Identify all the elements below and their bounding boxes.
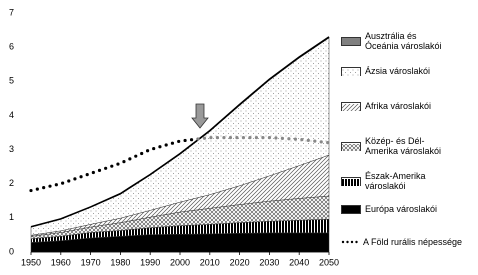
y-tick-label: 5 bbox=[9, 76, 14, 86]
x-tick-label: 2020 bbox=[230, 257, 250, 267]
x-tick-label: 1990 bbox=[140, 257, 160, 267]
legend-swatch bbox=[341, 240, 359, 244]
legend-label: Ázsia városlakói bbox=[365, 66, 431, 76]
legend-item: Közép- és Dél-Amerika városlakói bbox=[341, 136, 476, 156]
legend-item: Ausztrália és Óceánia városlakói bbox=[341, 31, 476, 51]
total-line bbox=[30, 36, 330, 228]
legend-swatch bbox=[341, 176, 361, 186]
legend-label: A Föld rurális népessége bbox=[363, 237, 463, 247]
legend-label: Európa városlakói bbox=[365, 204, 438, 214]
y-tick-label: 3 bbox=[9, 144, 14, 154]
plot: 0 1 2 3 4 5 6 7 1950 1960 1970 1980 1990 2000 2010 2020… bbox=[9, 7, 339, 267]
y-tick-label: 1 bbox=[9, 212, 14, 222]
legend-item: Európa városlakói bbox=[341, 204, 476, 214]
legend-label: Közép- és Dél-Amerika városlakói bbox=[365, 136, 442, 156]
x-tick-label: 1950 bbox=[21, 257, 41, 267]
y-tick-label: 6 bbox=[9, 42, 14, 52]
y-tick-label: 4 bbox=[9, 110, 14, 120]
x-tick-label: 2040 bbox=[289, 257, 309, 267]
y-tick-label: 0 bbox=[9, 246, 14, 256]
y-tick-label: 7 bbox=[9, 7, 14, 17]
legend-label: Ausztrália és Óceánia városlakói bbox=[365, 31, 442, 51]
rural-line bbox=[29, 136, 331, 193]
legend-swatch bbox=[341, 204, 361, 214]
x-tick-label: 1970 bbox=[81, 257, 101, 267]
x-tick-label: 1980 bbox=[110, 257, 130, 267]
legend-item: Ázsia városlakói bbox=[341, 66, 476, 76]
y-tick-label: 2 bbox=[9, 178, 14, 188]
legend-swatch bbox=[341, 66, 361, 76]
x-tick-label: 2010 bbox=[200, 257, 220, 267]
legend-label: Észak-Amerika városlakói bbox=[365, 171, 426, 191]
legend-item: Afrika városlakói bbox=[341, 101, 476, 111]
x-tick-label: 2030 bbox=[259, 257, 279, 267]
legend-label: Afrika városlakói bbox=[365, 101, 432, 111]
x-tick-label: 2000 bbox=[170, 257, 190, 267]
legend-swatch bbox=[341, 36, 361, 46]
legend-item: A Föld rurális népessége bbox=[341, 237, 476, 247]
legend-swatch bbox=[341, 101, 361, 111]
x-tick-label: 2050 bbox=[319, 257, 339, 267]
arrow bbox=[191, 103, 209, 129]
legend-swatch bbox=[341, 141, 361, 151]
x-tick-label: 1960 bbox=[51, 257, 71, 267]
legend-item: Észak-Amerika városlakói bbox=[341, 171, 476, 191]
